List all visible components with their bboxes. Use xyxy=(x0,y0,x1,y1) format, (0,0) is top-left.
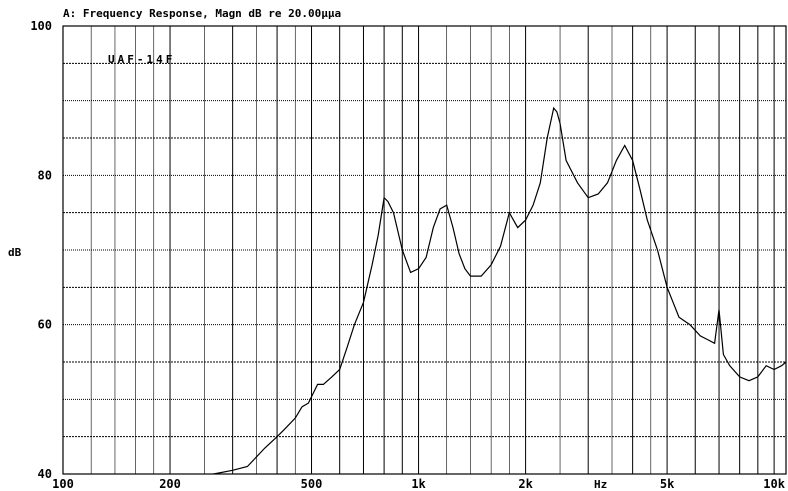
x-axis-label: Hz xyxy=(594,478,607,491)
grid-major xyxy=(62,25,786,475)
y-tick-label: 40 xyxy=(38,467,52,481)
x-tick-label: 100 xyxy=(52,477,74,491)
y-tick-labels: 100 80 60 40 xyxy=(30,19,52,481)
y-tick-label: 80 xyxy=(38,168,52,182)
y-axis-label: dB xyxy=(8,246,22,259)
x-tick-labels: 100 200 500 1k 2k 5k 10k xyxy=(52,477,786,491)
chart-title: A: Frequency Response, Magn dB re 20.00µ… xyxy=(63,7,341,20)
y-tick-label: 100 xyxy=(30,19,52,33)
model-annotation: UAF-14F xyxy=(108,53,175,66)
x-tick-label: 2k xyxy=(518,477,533,491)
response-curve xyxy=(213,106,787,475)
y-tick-label: 60 xyxy=(38,318,52,332)
x-tick-label: 200 xyxy=(159,477,181,491)
x-tick-label: 1k xyxy=(411,477,426,491)
x-tick-label: 500 xyxy=(301,477,323,491)
x-tick-label: 10k xyxy=(763,477,785,491)
x-tick-label: 5k xyxy=(660,477,675,491)
plot-frame xyxy=(62,25,787,475)
